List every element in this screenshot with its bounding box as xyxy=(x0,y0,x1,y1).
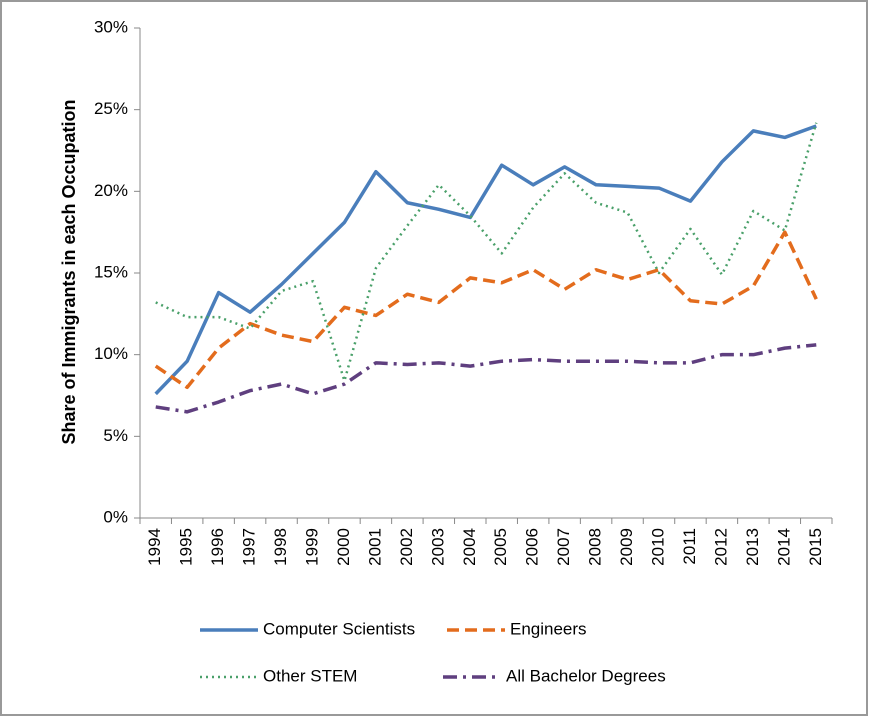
x-tick-label: 2001 xyxy=(365,528,384,566)
x-tick-label: 1996 xyxy=(208,528,227,566)
x-tick-label: 2015 xyxy=(806,528,825,566)
y-tick-label: 0% xyxy=(103,507,128,526)
y-tick-label: 10% xyxy=(94,344,128,363)
x-tick-label: 2005 xyxy=(491,528,510,566)
y-tick-label: 25% xyxy=(94,99,128,118)
x-tick-label: 2003 xyxy=(428,528,447,566)
x-tick-label: 2011 xyxy=(680,528,699,565)
series-line xyxy=(154,230,818,390)
legend-label: Engineers xyxy=(510,619,587,638)
x-tick-label: 1994 xyxy=(145,528,164,566)
y-tick-label: 20% xyxy=(94,181,128,200)
x-tick-label: 2002 xyxy=(397,528,416,566)
y-tick-label: 30% xyxy=(94,17,128,36)
x-tick-label: 2013 xyxy=(743,528,762,566)
legend-label: Other STEM xyxy=(263,666,357,685)
series-line xyxy=(155,122,818,383)
series-line xyxy=(154,124,817,396)
x-tick-label: 2006 xyxy=(523,528,542,566)
x-tick-label: 2014 xyxy=(774,528,793,566)
x-tick-label: 2012 xyxy=(711,528,730,566)
x-tick-label: 1995 xyxy=(177,528,196,566)
x-tick-label: 2000 xyxy=(334,528,353,566)
x-tick-label: 2009 xyxy=(617,528,636,566)
y-tick-label: 5% xyxy=(103,426,128,445)
y-axis-label: Share of Immigrants in each Occupation xyxy=(59,99,79,444)
y-tick-label: 15% xyxy=(94,262,128,281)
x-tick-label: 1998 xyxy=(271,528,290,566)
x-tick-label: 1999 xyxy=(302,528,321,566)
legend-label: All Bachelor Degrees xyxy=(506,666,666,685)
x-tick-label: 1997 xyxy=(240,528,259,566)
x-tick-label: 2007 xyxy=(554,528,573,566)
legend-label: Computer Scientists xyxy=(263,619,415,638)
x-tick-label: 2004 xyxy=(460,528,479,566)
x-tick-label: 2008 xyxy=(586,528,605,566)
x-tick-label: 2010 xyxy=(648,528,667,566)
